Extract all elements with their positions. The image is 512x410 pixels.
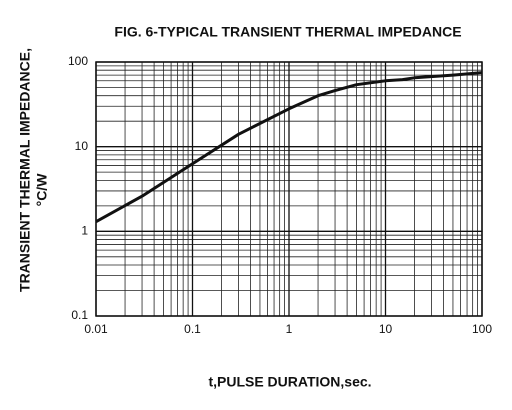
y-tick-label: 0.1 [71,308,88,322]
x-tick-label: 0.01 [84,322,108,336]
chart-title: FIG. 6-TYPICAL TRANSIENT THERMAL IMPEDAN… [114,24,461,40]
x-tick-label: 1 [286,322,293,336]
x-tick-label: 0.1 [184,322,201,336]
y-tick-label: 10 [75,139,89,153]
y-axis-unit: °C/W [34,173,50,207]
plot-frame [95,61,483,317]
x-axis-label: t,PULSE DURATION,sec. [208,374,371,390]
x-tick-label: 10 [379,322,393,336]
x-tick-label: 100 [472,322,492,336]
y-tick-label: 100 [68,54,88,68]
data-line [95,71,483,224]
y-axis-label: TRANSIENT THERMAL IMPEDANCE, [17,48,33,292]
y-tick-label: 1 [81,224,88,238]
